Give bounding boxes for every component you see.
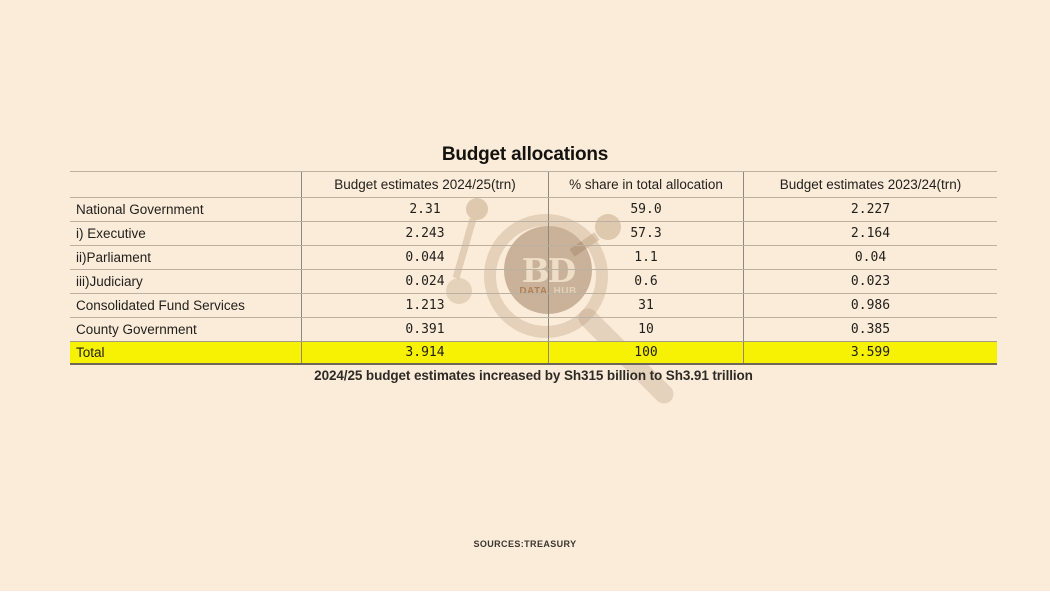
- source-note: SOURCES:TREASURY: [473, 539, 577, 549]
- cell-share: 59.0: [549, 198, 744, 221]
- table-caption: 2024/25 budget estimates increased by Sh…: [314, 368, 753, 383]
- table-row: National Government 2.31 59.0 2.227: [70, 197, 997, 221]
- cell-share: 31: [549, 294, 744, 317]
- header-cell-estimates-2024: Budget estimates 2024/25(trn): [302, 172, 549, 197]
- row-label: County Government: [70, 318, 302, 341]
- cell-share: 57.3: [549, 222, 744, 245]
- cell-estimate-2024: 2.31: [302, 198, 549, 221]
- cell-estimate-2024: 1.213: [302, 294, 549, 317]
- cell-estimate-2023: 0.385: [850, 322, 891, 337]
- row-label: iii)Judiciary: [70, 270, 302, 293]
- bottom-white-strip: [0, 591, 1050, 600]
- table-total-row: Total 3.914 100 3.599: [70, 341, 997, 365]
- cell-estimate-2023: 0.986: [850, 298, 891, 313]
- row-label: ii)Parliament: [70, 246, 302, 269]
- row-label: Consolidated Fund Services: [70, 294, 302, 317]
- row-label: National Government: [70, 198, 302, 221]
- cell-estimate-2024: 0.044: [302, 246, 549, 269]
- total-estimate-2023: 3.599: [850, 345, 891, 360]
- budget-allocations-table: Budget estimates 2024/25(trn) % share in…: [70, 171, 997, 365]
- total-label: Total: [70, 342, 302, 363]
- total-estimate-2024: 3.914: [302, 342, 549, 363]
- row-label: i) Executive: [70, 222, 302, 245]
- table-row: County Government 0.391 10 0.385: [70, 317, 997, 341]
- table-header-row: Budget estimates 2024/25(trn) % share in…: [70, 171, 997, 197]
- cell-share: 10: [549, 318, 744, 341]
- header-cell-share: % share in total allocation: [549, 172, 744, 197]
- cell-estimate-2024: 0.024: [302, 270, 549, 293]
- cell-estimate-2023: 0.023: [850, 274, 891, 289]
- table-row: i) Executive 2.243 57.3 2.164: [70, 221, 997, 245]
- cell-estimate-2023: 0.04: [854, 250, 887, 265]
- table-row: iii)Judiciary 0.024 0.6 0.023: [70, 269, 997, 293]
- total-share: 100: [549, 342, 744, 363]
- cell-estimate-2023: 2.227: [850, 202, 891, 217]
- cell-share: 1.1: [549, 246, 744, 269]
- header-cell-estimates-2023: Budget estimates 2023/24(trn): [779, 177, 962, 192]
- cell-estimate-2023: 2.164: [850, 226, 891, 241]
- page-title: Budget allocations: [441, 144, 609, 165]
- table-row: Consolidated Fund Services 1.213 31 0.98…: [70, 293, 997, 317]
- cell-estimate-2024: 0.391: [302, 318, 549, 341]
- table-row: ii)Parliament 0.044 1.1 0.04: [70, 245, 997, 269]
- cell-estimate-2024: 2.243: [302, 222, 549, 245]
- cell-share: 0.6: [549, 270, 744, 293]
- header-cell-empty: [70, 172, 302, 197]
